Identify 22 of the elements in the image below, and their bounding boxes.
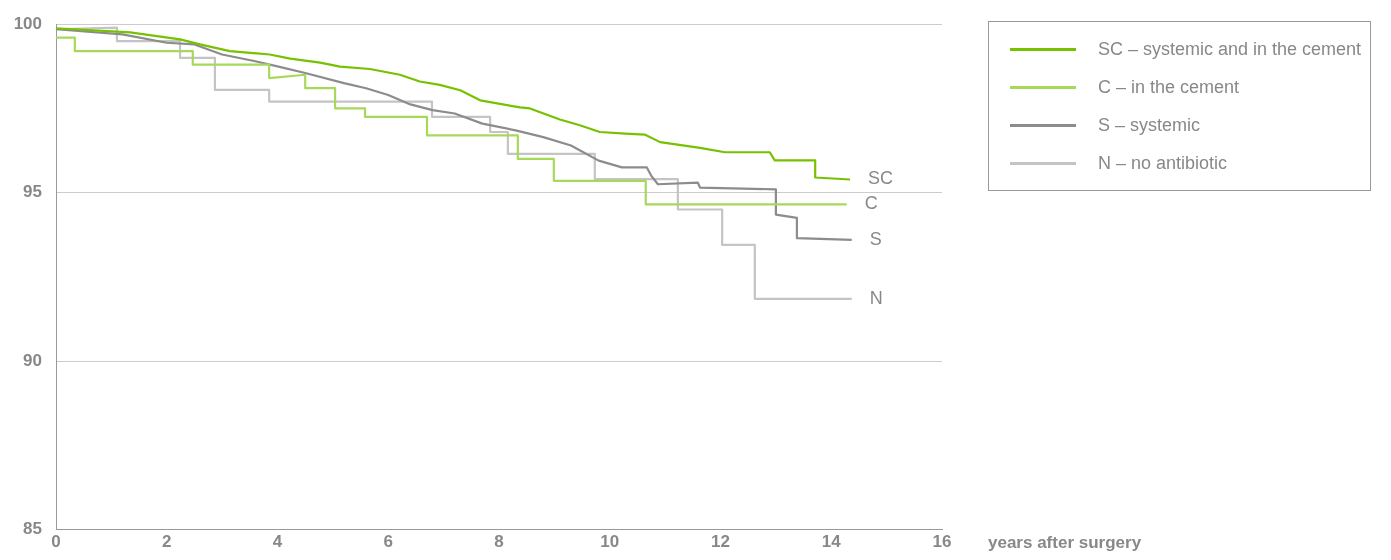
legend-label: SC – systemic and in the cement <box>1098 38 1362 60</box>
y-tick-label: 90 <box>23 350 42 370</box>
x-tick-label: 16 <box>932 532 952 552</box>
annotation: S <box>869 228 882 249</box>
annotation: C <box>864 193 878 214</box>
legend-label: S – systemic <box>1098 114 1201 136</box>
legend-label: C – in the cement <box>1098 76 1240 98</box>
y-tick-label: 85 <box>23 519 42 539</box>
x-tick-label: 6 <box>383 532 393 552</box>
x-tick-label: 8 <box>494 532 504 552</box>
x-tick-label: 0 <box>51 532 61 552</box>
x-tick-label: 10 <box>600 532 620 552</box>
x-axis-title: years after surgery <box>988 532 1142 552</box>
legend-label: N – no antibiotic <box>1098 152 1228 174</box>
y-tick-label: 95 <box>23 182 42 202</box>
x-tick-label: 12 <box>711 532 730 552</box>
annotation: SC <box>868 168 894 189</box>
x-tick-label: 4 <box>272 532 283 552</box>
x-tick-label: 2 <box>162 532 172 552</box>
annotation: N <box>869 287 883 308</box>
x-tick-label: 14 <box>821 532 842 552</box>
y-tick-label: 100 <box>13 13 42 33</box>
